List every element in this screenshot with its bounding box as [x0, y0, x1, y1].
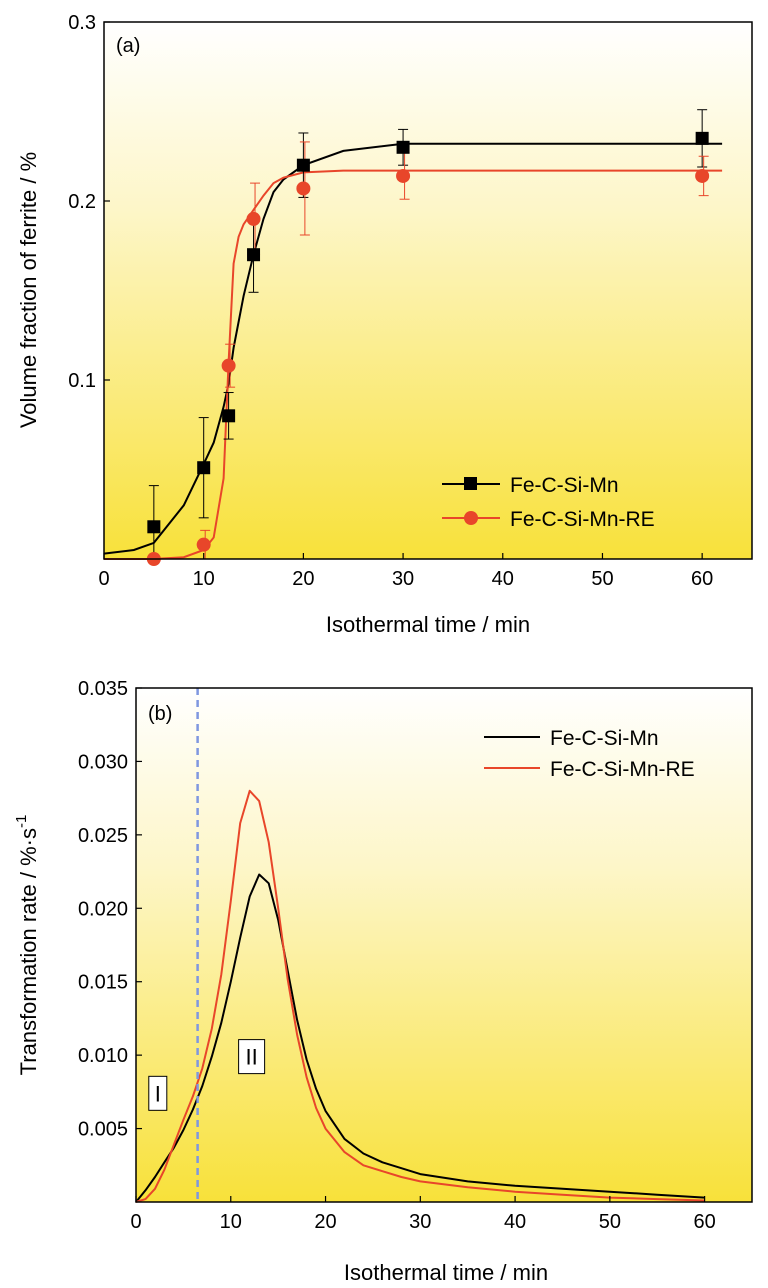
- plot-area-a: [104, 22, 752, 559]
- stage-label-text: II: [246, 1045, 258, 1070]
- legend-b: Fe-C-Si-Mn Fe-C-Si-Mn-RE: [484, 727, 695, 781]
- plot-frame-a: [103, 21, 753, 560]
- b-x-tick-label: 40: [504, 1211, 526, 1233]
- legend-label-b-fe-c-si-mn: Fe-C-Si-Mn: [550, 727, 659, 750]
- b-y-tick-label: 0.025: [78, 825, 128, 847]
- a-x-tick-label: 0: [98, 568, 109, 590]
- b-y-tick-label: 0.020: [78, 898, 128, 920]
- panel-a: 0 10 20 30 40 50 60 0.1 0.2 0.3 (a) Isothermal t…: [16, 12, 753, 637]
- panel-b: 0 10 20 30 40 50 60 0.0050.0100.0150.0200.0250…: [13, 678, 753, 1285]
- data-point-circle: [246, 211, 261, 226]
- a-x-tick-label: 30: [392, 568, 414, 590]
- b-y-tick-label: 0.005: [78, 1119, 128, 1141]
- a-y-tick-label: 0.3: [68, 12, 96, 34]
- b-x-tick-label: 30: [409, 1211, 431, 1233]
- y-axis-label-b: Transformation rate / %·s-1: [13, 815, 41, 1076]
- data-point-circle: [695, 168, 710, 183]
- a-x-tick-label: 60: [691, 568, 713, 590]
- fit-curves-a: [103, 142, 723, 560]
- plot-frame-b: [135, 687, 753, 1203]
- data-point-circle: [396, 168, 411, 183]
- data-point-square: [296, 158, 310, 172]
- x-axis-label-b: Isothermal time / min: [344, 1260, 548, 1285]
- legend-a: Fe-C-Si-Mn Fe-C-Si-Mn-RE: [442, 474, 655, 531]
- a-y-tick-label: 0.1: [68, 370, 96, 392]
- legend-item-b-fe-c-si-mn: Fe-C-Si-Mn: [484, 727, 659, 750]
- x-axis-label-a: Isothermal time / min: [326, 612, 530, 637]
- legend-label-fe-c-si-mn-re: Fe-C-Si-Mn-RE: [510, 508, 655, 531]
- a-x-tick-label: 10: [193, 568, 215, 590]
- legend-item-fe-c-si-mn: Fe-C-Si-Mn: [442, 474, 619, 497]
- stage-label-2: II: [238, 1039, 266, 1075]
- y-axis-label-b-sup: -1: [13, 815, 30, 828]
- y-axis-label-b-main: Transformation rate / %·s: [16, 828, 41, 1075]
- data-point-circle: [296, 181, 311, 196]
- data-point-square: [396, 140, 410, 154]
- y-ticks-a: 0.1 0.2 0.3: [68, 12, 110, 392]
- b-x-tick-label: 0: [130, 1211, 141, 1233]
- a-x-tick-label: 40: [492, 568, 514, 590]
- b-y-tick-label: 0.030: [78, 751, 128, 773]
- x-ticks-a: 0 10 20 30 40 50 60: [98, 553, 713, 590]
- b-y-tick-label: 0.010: [78, 1045, 128, 1067]
- data-point-square: [222, 409, 236, 423]
- legend-label-fe-c-si-mn: Fe-C-Si-Mn: [510, 474, 619, 497]
- fit-curve-fe-c-si-mn: [103, 142, 723, 555]
- rate-curve-fe-c-si-mn-re: [135, 789, 705, 1203]
- data-point-square: [695, 131, 709, 145]
- a-x-tick-label: 50: [591, 568, 613, 590]
- b-y-tick-label: 0.035: [78, 678, 128, 700]
- panel-label-a: (a): [116, 35, 140, 57]
- fit-curve-fe-c-si-mn-re: [104, 169, 723, 560]
- data-point-circle: [221, 358, 236, 373]
- stage-labels: III: [148, 1039, 266, 1111]
- data-point-square: [197, 461, 211, 475]
- b-x-tick-label: 50: [599, 1211, 621, 1233]
- b-y-tick-label: 0.015: [78, 972, 128, 994]
- legend-item-fe-c-si-mn-re: Fe-C-Si-Mn-RE: [442, 508, 655, 531]
- panel-label-b: (b): [148, 703, 172, 725]
- a-x-tick-label: 20: [292, 568, 314, 590]
- data-point-circle: [196, 537, 211, 552]
- a-y-tick-label: 0.2: [68, 191, 96, 213]
- b-x-tick-label: 20: [314, 1211, 336, 1233]
- data-point-square: [247, 248, 261, 262]
- rate-curves-b: [135, 789, 705, 1203]
- markers-a: [146, 131, 710, 566]
- data-point-square: [147, 520, 161, 534]
- stage-label-1: I: [148, 1075, 168, 1111]
- legend-item-b-fe-c-si-mn-re: Fe-C-Si-Mn-RE: [484, 758, 695, 781]
- legend-label-b-fe-c-si-mn-re: Fe-C-Si-Mn-RE: [550, 758, 695, 781]
- stage-label-text: I: [155, 1081, 161, 1106]
- b-x-tick-label: 10: [220, 1211, 242, 1233]
- x-ticks-b: 0 10 20 30 40 50 60: [130, 1196, 716, 1233]
- y-ticks-b: 0.005 0.010 0.015 0.020 0.025 0.030 0.035: [78, 678, 142, 1141]
- b-x-tick-label: 60: [693, 1211, 715, 1233]
- y-axis-label-a: Volume fraction of ferrite / %: [16, 152, 41, 428]
